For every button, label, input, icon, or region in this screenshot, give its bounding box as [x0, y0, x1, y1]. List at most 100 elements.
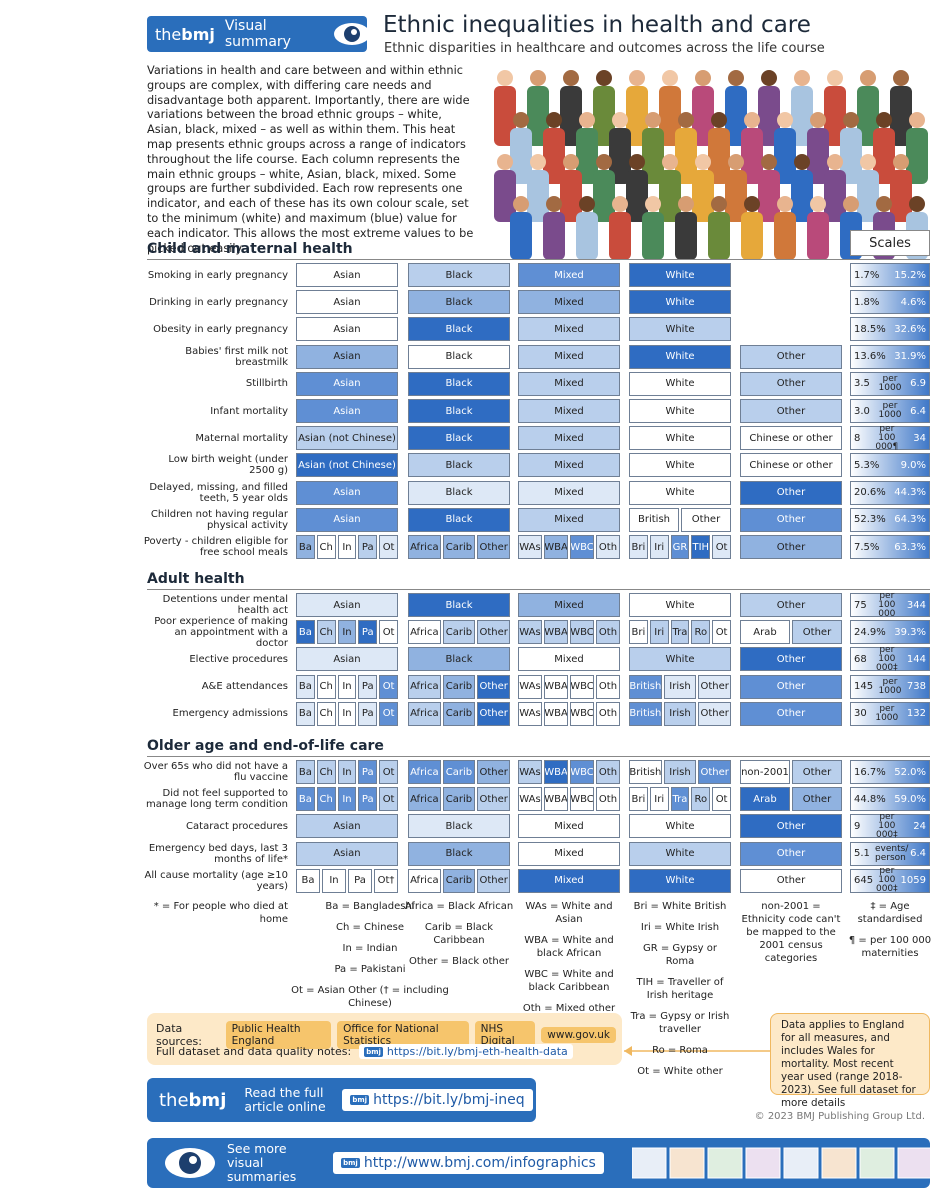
scale-min: 16.7%	[854, 766, 886, 778]
footer-link[interactable]: bmj http://www.bmj.com/infographics	[333, 1152, 604, 1174]
heat-cell: Black	[408, 507, 510, 532]
footnote: Oth = Mixed other	[522, 1003, 616, 1014]
crowd-illustration	[494, 70, 928, 260]
heat-cell: Other	[477, 787, 510, 812]
heat-cell: Other	[792, 620, 842, 645]
person	[543, 112, 565, 184]
person	[725, 70, 747, 146]
scale-max: 132	[906, 708, 926, 720]
row-label: Babies' first milk not breastmilk	[185, 345, 288, 368]
scale-max: 39.3%	[894, 626, 926, 638]
heat-cell: Ch	[316, 674, 336, 699]
scale-min: 24.9%	[854, 626, 886, 638]
section-title: Child and maternal health	[147, 241, 353, 257]
scale-unit: events/ person	[875, 843, 909, 863]
thumbnail	[821, 1147, 857, 1179]
scale: 1.8% 4.6%	[850, 290, 930, 315]
heat-cell: Black	[408, 480, 510, 505]
heat-cell: Asian	[296, 317, 398, 342]
heat-cell: Carib	[442, 535, 476, 559]
person	[609, 112, 631, 184]
heat-cell: Arab	[740, 787, 790, 812]
heat-cell: WBA	[544, 674, 568, 699]
scale-unit: per 100 000‡	[875, 811, 898, 840]
footnote: Ba = Bangladeshi	[325, 901, 415, 912]
section-title: Adult health	[147, 571, 245, 587]
heat-cell: Ot	[379, 701, 398, 726]
scale-max: 344	[906, 599, 926, 611]
heat-cell: WBA	[544, 620, 568, 645]
thumbnail	[707, 1147, 743, 1179]
intro-text: Variations in health and care between an…	[147, 64, 474, 255]
heat-cell: WAs	[518, 787, 542, 812]
heat-cell: Other	[740, 814, 842, 839]
heat-cell: White	[629, 263, 731, 287]
header-badge: thebmj Visual summary	[147, 16, 367, 52]
heat-cell: Mixed	[518, 647, 620, 672]
heat-cell: Black	[408, 593, 510, 617]
thumbnail	[669, 1147, 705, 1179]
row-label: Maternal mortality	[195, 432, 288, 444]
footnote: non-2001 = Ethnicity code can't be mappe…	[741, 901, 841, 964]
heat-cell: Black	[408, 453, 510, 478]
heat-cell: Pa	[348, 868, 372, 893]
scale: 9 per 100 000‡ 24	[850, 811, 930, 840]
heat-cell: Asian (not Chinese)	[296, 426, 398, 451]
heat-cell: White	[629, 480, 731, 505]
heat-cell: WBA	[544, 760, 568, 784]
heat-cell: Other	[740, 841, 842, 866]
person	[593, 70, 615, 146]
heat-cell: Black	[408, 814, 510, 839]
person	[642, 112, 664, 184]
heat-cell: Arab	[740, 620, 790, 645]
person	[494, 154, 516, 222]
person	[609, 196, 631, 260]
scale-unit: per 1000	[878, 373, 902, 393]
article-link[interactable]: bmj https://bit.ly/bmj-ineq	[342, 1089, 533, 1111]
scale: 18.5% 32.6%	[850, 317, 930, 342]
scale-max: 24	[913, 820, 926, 832]
scale: 52.3% 64.3%	[850, 507, 930, 532]
scale: 3.5 per 1000 6.9	[850, 371, 930, 396]
footnote: WBA = White and black African	[524, 935, 614, 959]
heat-cell: Other	[792, 787, 842, 812]
heat-cell: Pa	[358, 760, 378, 784]
footnote: In = Indian	[342, 943, 398, 954]
source-tag: www.gov.uk	[541, 1027, 616, 1043]
sources-box: Data sources: Public Health England Office…	[147, 1013, 622, 1065]
heat-cell: Mixed	[518, 290, 620, 315]
heat-cell: WBC	[570, 674, 594, 699]
heat-cell: WAs	[518, 535, 542, 559]
scale: 44.8% 59.0%	[850, 787, 930, 812]
heat-cell: White	[629, 426, 731, 451]
scale-unit: per 1000	[878, 401, 902, 420]
heat-cell: Africa	[408, 620, 441, 645]
person	[906, 112, 928, 184]
heat-cell: Mixed	[518, 263, 620, 287]
scale-min: 645	[854, 875, 874, 887]
footer-link-text[interactable]: http://www.bmj.com/infographics	[363, 1155, 596, 1171]
scale-max: 6.4	[910, 405, 926, 417]
article-text: Read the full article online	[244, 1085, 326, 1114]
heat-cell: British	[629, 760, 662, 784]
thumbnail	[783, 1147, 819, 1179]
heat-cell: Iri	[649, 620, 669, 645]
person	[791, 154, 813, 222]
notes-link-text[interactable]: https://bit.ly/bmj-eth-health-data	[386, 1045, 568, 1058]
person	[807, 196, 829, 260]
heat-cell: WBA	[544, 701, 568, 726]
article-link-text[interactable]: https://bit.ly/bmj-ineq	[373, 1092, 525, 1108]
heat-cell: Pa	[358, 620, 378, 645]
heat-cell: Ba	[296, 701, 315, 726]
heat-cell: Asian	[296, 263, 398, 287]
heat-cell: Other	[698, 760, 731, 784]
scale-min: 20.6%	[854, 487, 886, 499]
notes-link[interactable]: bmj https://bit.ly/bmj-eth-health-data	[359, 1044, 573, 1059]
copyright: © 2023 BMJ Publishing Group Ltd.	[754, 1111, 925, 1122]
heat-cell: White	[629, 453, 731, 478]
heat-cell: Ch	[316, 701, 336, 726]
logo-main: bmj	[181, 24, 215, 44]
scale-min: 145	[854, 681, 874, 693]
heat-cell: Other	[740, 344, 842, 369]
row-label: Smoking in early pregnancy	[147, 269, 288, 281]
